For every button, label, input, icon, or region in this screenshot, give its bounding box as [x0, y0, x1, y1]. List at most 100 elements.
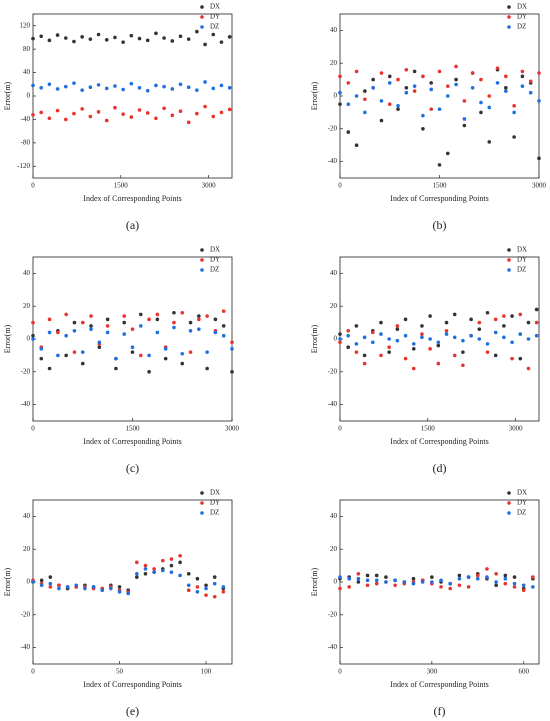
y-axis-label: Error(m) — [310, 81, 319, 110]
data-point — [155, 312, 160, 317]
data-point — [178, 553, 182, 558]
data-point — [195, 88, 199, 92]
data-point — [31, 320, 35, 325]
data-point — [122, 314, 127, 318]
data-point — [502, 335, 506, 340]
y-tick-label: 20 — [23, 545, 31, 553]
data-point — [39, 347, 44, 351]
data-point — [363, 110, 367, 115]
data-point — [462, 123, 467, 128]
data-point — [63, 84, 68, 89]
data-point — [137, 86, 142, 90]
data-point — [72, 111, 76, 116]
data-point — [365, 573, 370, 578]
data-point — [520, 84, 525, 88]
data-point — [448, 581, 453, 586]
data-point — [362, 335, 367, 340]
data-point — [57, 583, 61, 588]
data-point — [502, 324, 506, 328]
data-point — [512, 110, 516, 115]
data-point — [147, 353, 151, 358]
data-point — [393, 583, 397, 588]
data-point — [487, 105, 492, 110]
data-point — [178, 82, 183, 87]
data-point — [412, 69, 417, 74]
data-point — [104, 86, 109, 91]
legend-label: DZ — [517, 509, 526, 517]
data-point — [457, 576, 462, 581]
data-point — [338, 74, 342, 79]
data-point — [63, 36, 68, 40]
data-point — [428, 337, 432, 341]
data-point — [96, 83, 101, 87]
data-point — [396, 104, 400, 108]
data-point — [135, 572, 139, 576]
data-point — [155, 330, 160, 335]
data-point — [479, 77, 483, 82]
data-point — [493, 330, 498, 335]
data-point — [109, 586, 113, 591]
data-point — [437, 163, 442, 167]
legend-marker — [507, 491, 511, 495]
panel: -40 -20 0 20 40 0 50 100 Index of Corresponding … — [3, 489, 233, 718]
caption: (b) — [433, 218, 447, 232]
legend-label: DY — [517, 499, 527, 507]
y-axis-label: Error(m) — [3, 324, 12, 353]
legend-label: DX — [517, 246, 527, 254]
data-point — [356, 580, 361, 584]
data-point — [47, 82, 52, 87]
data-point — [186, 572, 191, 576]
y-tick-label: -20 — [21, 610, 31, 618]
x-tick-label: 100 — [201, 668, 212, 676]
data-point — [205, 366, 209, 371]
data-point — [430, 575, 434, 579]
data-point — [421, 113, 425, 118]
data-point — [512, 135, 516, 139]
x-tick-label: 0 — [31, 182, 35, 190]
data-point — [96, 110, 101, 114]
data-point — [63, 117, 68, 122]
plot-frame — [32, 256, 233, 422]
caption: (a) — [126, 218, 139, 232]
data-point — [338, 586, 342, 591]
data-point — [203, 104, 207, 109]
data-point — [365, 583, 370, 588]
x-tick-label: 3000 — [225, 425, 240, 433]
y-tick-label: 40 — [330, 26, 338, 34]
legend-marker — [507, 258, 511, 262]
x-tick-label: 0 — [338, 668, 342, 676]
data-point — [178, 109, 183, 114]
data-point — [122, 320, 127, 325]
legend-marker — [200, 5, 204, 9]
data-point — [395, 338, 400, 343]
data-point — [371, 77, 375, 82]
data-point — [143, 572, 148, 576]
data-point — [219, 40, 224, 44]
data-point — [47, 38, 52, 43]
x-tick-label: 1500 — [421, 425, 436, 433]
y-tick-label: 0 — [27, 578, 31, 586]
data-point — [72, 39, 76, 44]
panel: -120 -80 -40 0 40 80 120 0 1500 3000 Index of Corr… — [3, 3, 233, 232]
data-point — [121, 87, 125, 92]
panel: -40 -20 0 20 40 0 1500 3000 Index of Correspondi… — [310, 3, 547, 232]
legend-marker — [507, 15, 511, 19]
data-point — [74, 583, 79, 588]
data-point — [420, 332, 424, 336]
legend-marker — [507, 501, 511, 505]
y-tick-label: -40 — [21, 115, 31, 123]
data-point — [88, 37, 93, 41]
data-point — [195, 590, 200, 594]
data-point — [137, 108, 142, 112]
data-point — [393, 578, 397, 583]
data-point — [475, 573, 480, 578]
data-point — [138, 312, 143, 317]
data-point — [475, 576, 480, 581]
data-point — [537, 71, 541, 75]
data-point — [48, 585, 53, 589]
data-point — [104, 118, 109, 123]
data-point — [448, 586, 453, 591]
legend-label: DZ — [210, 266, 219, 274]
data-point — [186, 583, 191, 588]
x-tick-label: 3000 — [202, 182, 217, 190]
